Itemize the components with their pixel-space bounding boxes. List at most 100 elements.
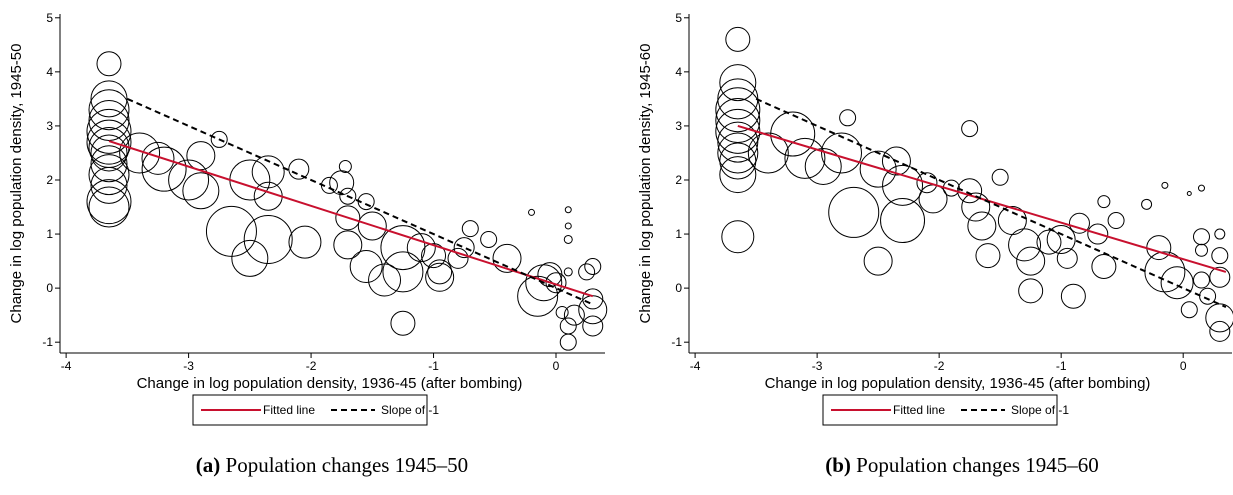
bubble xyxy=(425,262,455,292)
bubble xyxy=(839,109,857,127)
bubble xyxy=(86,179,132,225)
y-tick-label: -1 xyxy=(42,335,53,349)
bubble xyxy=(1161,181,1169,189)
legend-label: Slope of -1 xyxy=(381,403,439,417)
legend-label: Fitted line xyxy=(893,403,945,417)
bubble xyxy=(1194,243,1208,257)
bubble xyxy=(480,230,498,248)
y-tick-label: 2 xyxy=(46,173,53,187)
bubble xyxy=(90,145,128,183)
bubble xyxy=(390,310,416,336)
bubble xyxy=(563,267,573,277)
bubble xyxy=(1180,301,1198,319)
bubble xyxy=(1056,247,1078,269)
bubble xyxy=(863,246,893,276)
bubble xyxy=(1107,212,1125,230)
bubble xyxy=(141,146,187,192)
bubble xyxy=(1192,228,1210,246)
bubble xyxy=(584,257,602,275)
y-tick-label: 1 xyxy=(675,227,682,241)
bubble xyxy=(717,132,759,174)
bubble xyxy=(1214,228,1226,240)
bubble xyxy=(182,172,220,210)
y-tick-label: 5 xyxy=(675,11,682,25)
caption-text: Population changes 1945–60 xyxy=(856,453,1099,477)
bubble xyxy=(335,205,361,231)
bubble xyxy=(719,142,757,180)
bubble xyxy=(528,208,536,216)
x-axis-label: Change in log population density, 1936-4… xyxy=(765,375,1151,392)
bubble xyxy=(715,98,761,144)
bubble xyxy=(119,132,161,174)
bubble xyxy=(229,159,271,201)
bubble xyxy=(559,333,577,351)
bubble xyxy=(564,222,572,230)
bubble xyxy=(1141,198,1153,210)
x-tick-label: -2 xyxy=(934,359,945,373)
bubble xyxy=(1205,303,1233,333)
y-tick-label: 4 xyxy=(46,65,53,79)
bubble xyxy=(333,230,363,260)
bubble xyxy=(88,154,130,196)
bubble xyxy=(380,225,426,271)
bubble xyxy=(770,111,816,157)
bubble xyxy=(582,315,604,337)
bubble xyxy=(717,121,759,163)
bubble xyxy=(86,108,132,154)
bubble xyxy=(88,89,130,131)
bubble xyxy=(231,239,269,277)
y-tick-label: 1 xyxy=(46,227,53,241)
bubble xyxy=(881,146,911,176)
caption-label: (a) xyxy=(196,453,221,477)
x-tick-label: -3 xyxy=(183,359,194,373)
bubble xyxy=(96,51,122,77)
bubble xyxy=(582,288,604,310)
bubble xyxy=(559,317,577,335)
bubble xyxy=(719,156,757,194)
y-tick-label: 5 xyxy=(46,11,53,25)
bubble xyxy=(991,168,1009,186)
legend-label: Fitted line xyxy=(263,403,315,417)
bubble xyxy=(859,150,897,188)
bubble xyxy=(90,166,128,204)
bubble xyxy=(882,164,924,206)
bubble xyxy=(828,186,880,238)
bubble xyxy=(1097,195,1111,209)
bubble xyxy=(1197,184,1205,192)
bubble xyxy=(288,225,322,259)
bubble xyxy=(141,141,175,175)
bubble xyxy=(961,120,979,138)
bubble xyxy=(1209,266,1231,288)
bubble xyxy=(563,234,573,244)
bubble xyxy=(1016,246,1046,276)
y-tick-label: 4 xyxy=(675,65,682,79)
bubble xyxy=(564,206,572,214)
caption: (a) Population changes 1945–50 xyxy=(196,453,468,477)
bubble xyxy=(338,159,352,173)
bubble xyxy=(86,119,132,165)
bubble xyxy=(251,155,285,189)
reference-line xyxy=(126,97,594,306)
y-axis-label: Change in log population density, 1945-5… xyxy=(8,44,25,324)
bubble xyxy=(1068,212,1090,234)
bubble xyxy=(349,249,383,283)
bubble xyxy=(821,132,863,174)
bubble xyxy=(961,192,991,222)
caption-label: (b) xyxy=(825,453,851,477)
bubble xyxy=(427,259,453,285)
x-tick-label: 0 xyxy=(1180,359,1187,373)
reference-line xyxy=(737,124,1227,273)
x-tick-label: -1 xyxy=(428,359,439,373)
bubble xyxy=(578,263,596,281)
caption-text: Population changes 1945–50 xyxy=(226,453,469,477)
bubble xyxy=(210,130,228,148)
y-tick-label: 2 xyxy=(675,173,682,187)
x-axis-label: Change in log population density, 1936-4… xyxy=(137,375,523,392)
bubble xyxy=(88,127,130,169)
bubble xyxy=(967,211,997,241)
bubble xyxy=(1008,228,1042,262)
x-tick-label: -4 xyxy=(690,359,701,373)
bubble xyxy=(1160,266,1194,300)
x-tick-label: -2 xyxy=(306,359,317,373)
y-tick-label: 0 xyxy=(675,281,682,295)
